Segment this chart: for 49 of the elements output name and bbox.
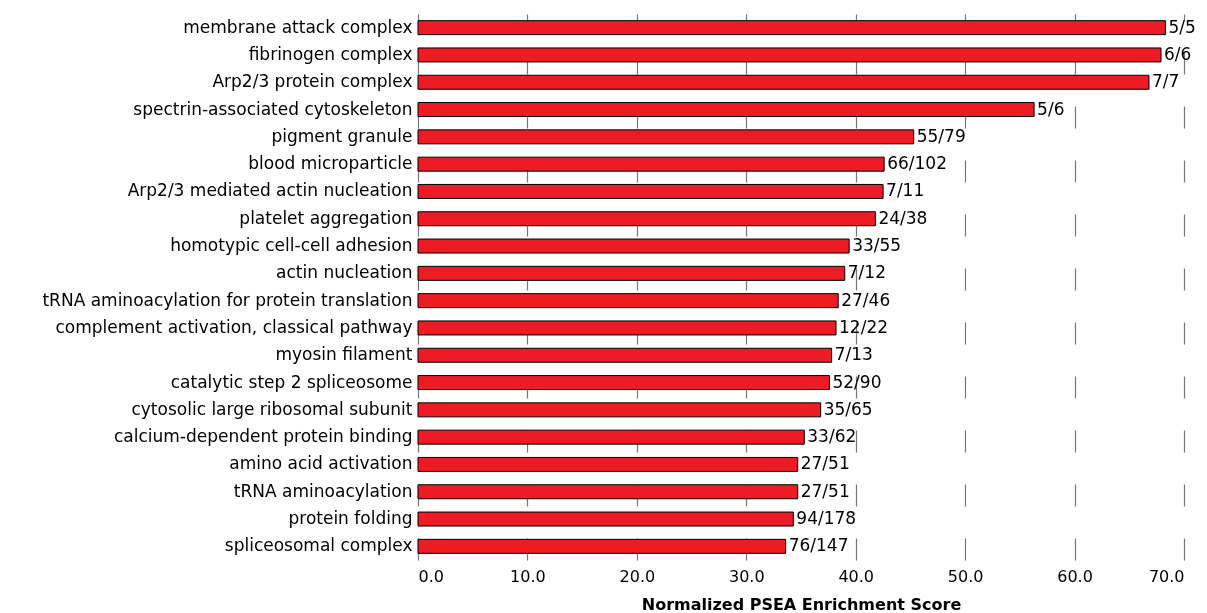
x-tick-label: 40.0 [838, 566, 875, 586]
x-tick-label: 0.0 [418, 566, 444, 586]
y-tick-label: catalytic step 2 spliceosome [170, 371, 413, 392]
y-tick-label: cytosolic large ribosomal subunit [131, 398, 413, 419]
y-tick-label: actin nucleation [276, 262, 413, 283]
y-tick-label: membrane attack complex [183, 16, 413, 37]
annotation: 94/178 [796, 508, 857, 529]
x-tick-label: 70.0 [1148, 566, 1185, 586]
y-tick-label: amino acid activation [229, 453, 413, 474]
annotation: 52/90 [832, 371, 882, 392]
y-tick-label: homotypic cell-cell adhesion [170, 235, 413, 256]
annotation: 76/147 [788, 535, 849, 556]
y-tick-label: blood microparticle [248, 153, 413, 174]
annotation: 55/79 [916, 125, 966, 146]
annotation: 24/38 [878, 207, 928, 228]
x-tick-label: 20.0 [619, 566, 656, 586]
x-tick-label: 60.0 [1057, 566, 1093, 586]
y-tick-label: calcium-dependent protein binding [113, 426, 413, 447]
x-tick-label: 30.0 [728, 566, 765, 586]
annotation: 5/5 [1168, 16, 1196, 37]
annotation: 35/65 [823, 398, 873, 419]
y-tick-label: pigment granule [271, 125, 413, 146]
y-tick-label: tRNA aminoacylation for protein translation [42, 289, 413, 310]
annotation: 27/51 [800, 480, 850, 501]
y-tick-label: platelet aggregation [239, 207, 413, 228]
annotation: 33/62 [807, 426, 857, 447]
annotation: 66/102 [887, 153, 947, 174]
annotation: 7/12 [847, 262, 886, 283]
y-tick-label: Arp2/3 protein complex [212, 71, 413, 92]
annotation: 7/13 [834, 344, 873, 365]
annotation: 33/55 [852, 235, 902, 256]
y-tick-label: spectrin-associated cytoskeleton [133, 98, 413, 119]
y-tick-label: fibrinogen complex [248, 43, 413, 64]
annotation: 5/6 [1037, 98, 1065, 119]
annotation: 12/22 [839, 316, 889, 337]
annotation: 6/6 [1164, 43, 1192, 64]
x-tick-label: 10.0 [510, 566, 546, 586]
y-tick-label: spliceosomal complex [224, 535, 413, 556]
y-tick-label: Arp2/3 mediated actin nucleation [127, 180, 413, 201]
x-axis-title: Normalized PSEA Enrichment Score [641, 594, 962, 613]
y-tick-label: complement activation, classical pathway [55, 316, 413, 337]
y-tick-label: myosin filament [275, 344, 413, 365]
annotation: 27/51 [800, 453, 850, 474]
x-tick-label: 50.0 [947, 566, 984, 586]
annotation: 7/7 [1151, 71, 1180, 92]
y-tick-label: protein folding [288, 508, 413, 529]
annotation: 7/11 [886, 180, 925, 201]
annotation: 27/46 [841, 289, 891, 310]
y-tick-label: tRNA aminoacylation [233, 480, 413, 501]
